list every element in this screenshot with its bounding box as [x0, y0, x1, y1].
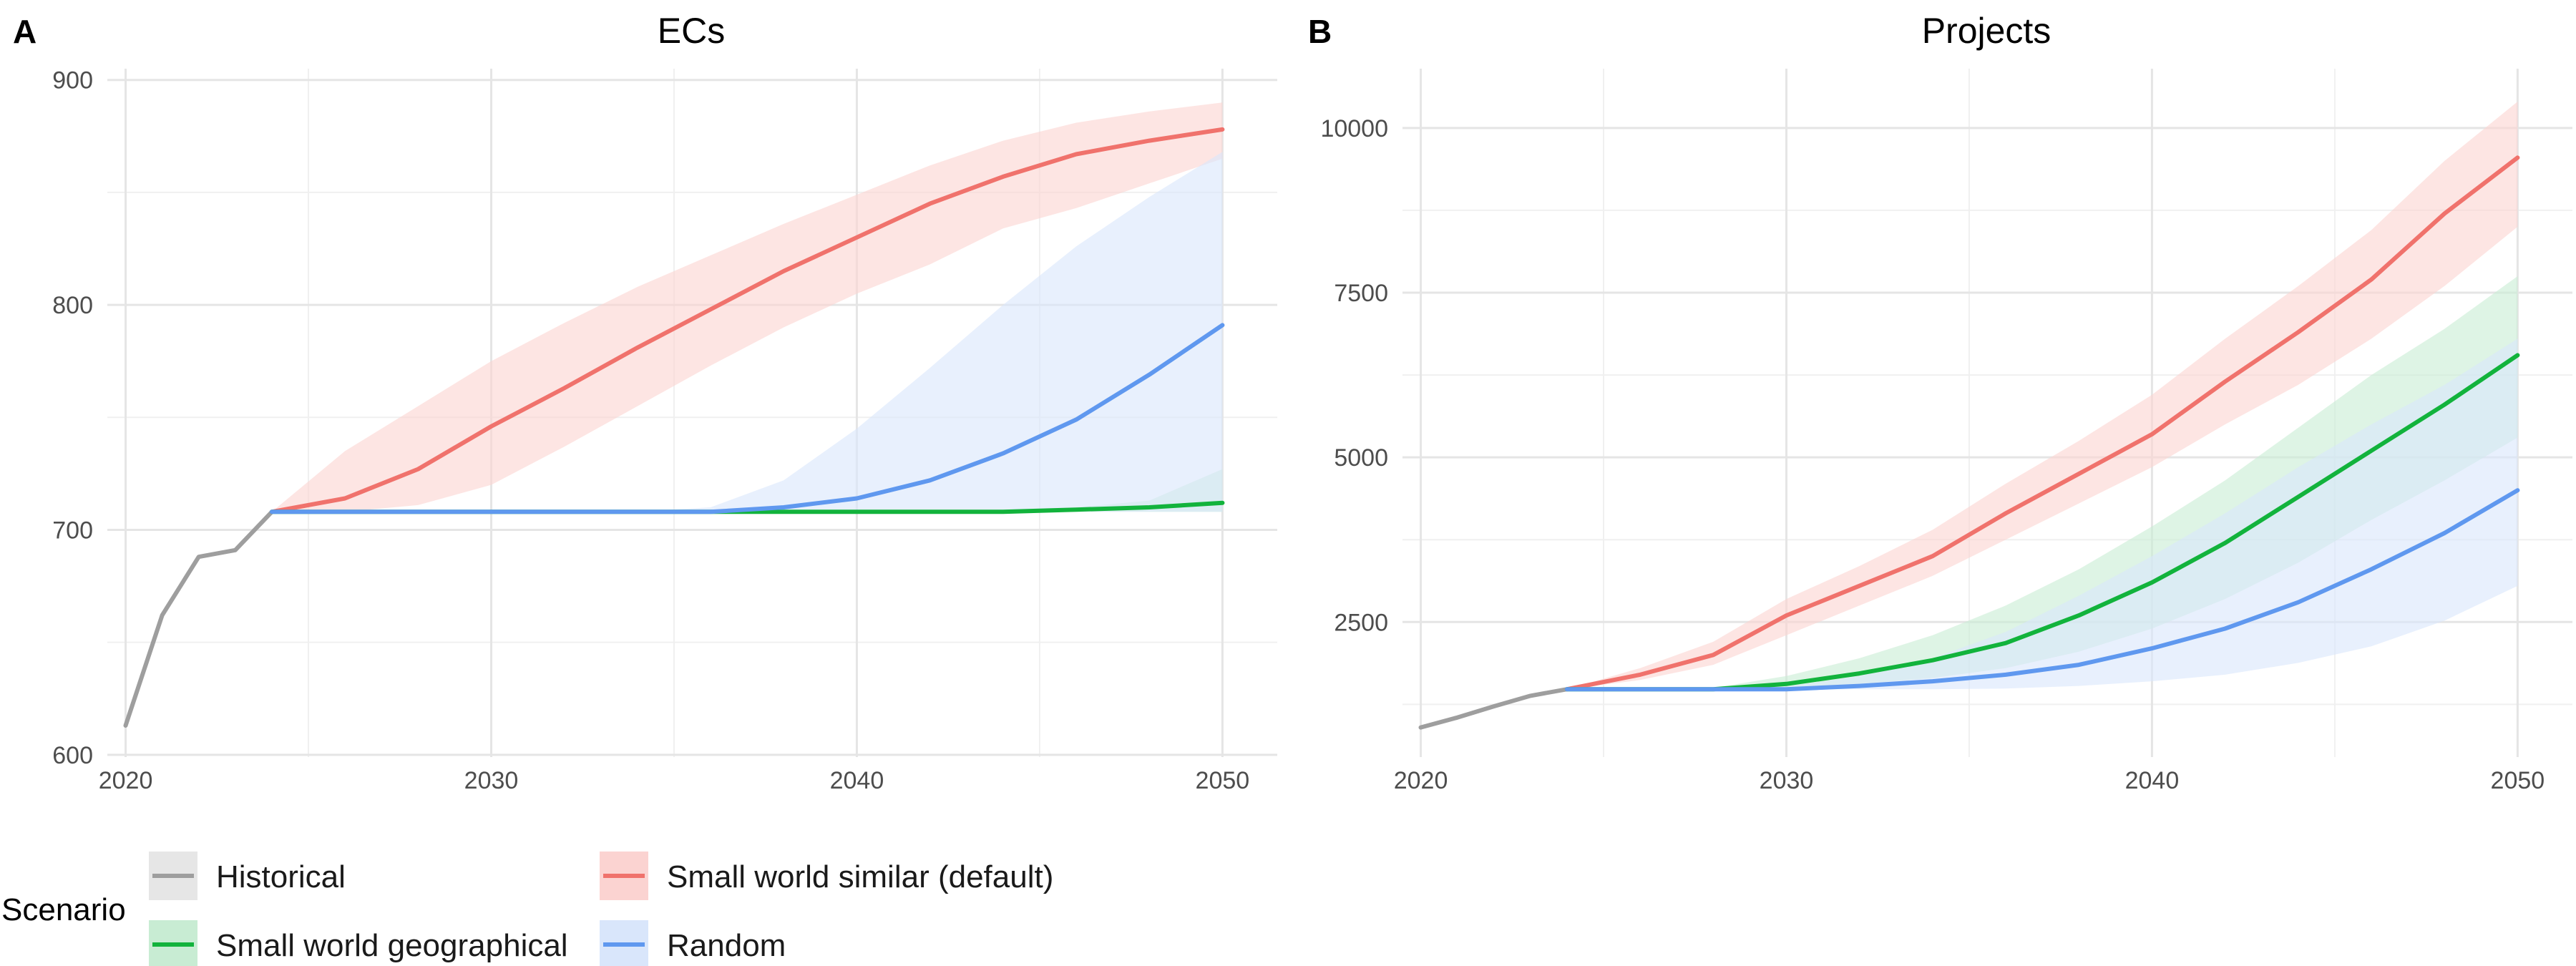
panel-a-title: ECs — [658, 11, 725, 51]
legend-label-small-world-geographical: Small world geographical — [216, 928, 568, 963]
projects-x-tick-label: 2050 — [2491, 767, 2545, 794]
projects-x-tick-label: 2040 — [2125, 767, 2180, 794]
projects-y-tick-label: 2500 — [1334, 609, 1388, 636]
ecs-y-tick-label: 800 — [52, 292, 93, 319]
ecs-x-tick-label: 2030 — [464, 767, 519, 794]
legend-label-historical: Historical — [216, 859, 346, 894]
projects-y-tick-label: 5000 — [1334, 444, 1388, 472]
ecs-line-small-world-similar — [269, 127, 1225, 514]
ecs-y-tick-label: 700 — [52, 517, 93, 544]
projects-x-tick-label: 2030 — [1760, 767, 1814, 794]
ecs-x-tick-label: 2020 — [99, 767, 153, 794]
plot-projects: 2020 2030 2040 2050 2500 5000 7500 10000 — [1320, 69, 2572, 794]
panel-b-title: Projects — [1922, 11, 2051, 51]
legend-label-random: Random — [667, 928, 786, 963]
projects-line-small-world-similar — [1564, 155, 2520, 692]
projects-x-tick-label: 2020 — [1394, 767, 1448, 794]
ecs-y-tick-label: 600 — [52, 742, 93, 769]
projects-y-tick-label: 10000 — [1320, 115, 1388, 142]
legend-title: Scenario — [1, 892, 126, 927]
ecs-x-tick-label: 2040 — [830, 767, 884, 794]
projects-line-random — [1564, 488, 2520, 692]
legend-item-small-world-similar: Small world similar (default) — [600, 852, 1053, 900]
ecs-line-random — [269, 323, 1225, 514]
ecs-y-tick-label: 900 — [52, 67, 93, 94]
panel-a-letter: A — [13, 13, 36, 50]
legend-item-small-world-geographical: Small world geographical — [149, 920, 568, 966]
ecs-band-random — [271, 152, 1223, 512]
projects-band-random — [1566, 338, 2518, 690]
projects-line-historical — [1418, 687, 1569, 730]
panel-b-letter: B — [1308, 13, 1332, 50]
ecs-line-historical — [123, 509, 274, 728]
legend: Scenario Historical Small world similar … — [1, 852, 1053, 966]
legend-item-random: Random — [600, 920, 786, 966]
ecs-band-small-world-similar — [271, 102, 1223, 512]
legend-label-small-world-similar: Small world similar (default) — [667, 859, 1053, 894]
ecs-x-tick-label: 2050 — [1196, 767, 1250, 794]
projects-y-tick-label: 7500 — [1334, 280, 1388, 307]
legend-item-historical: Historical — [149, 852, 346, 900]
plot-ecs: 2020 2030 2040 2050 600 700 800 900 — [52, 67, 1277, 794]
